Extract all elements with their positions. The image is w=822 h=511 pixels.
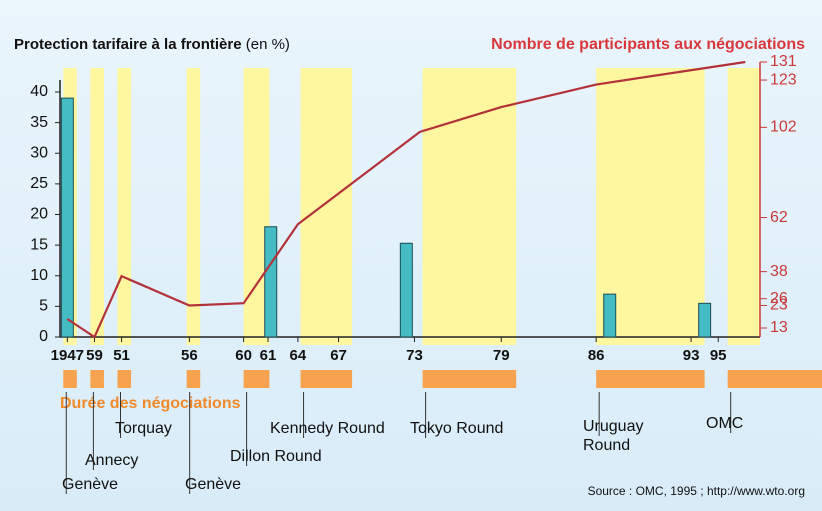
- participants-line: [66, 60, 746, 339]
- y2-axis-title: Nombre de participants aux négociations: [491, 36, 805, 53]
- bar: [698, 302, 712, 338]
- x-tick-label: 1947: [51, 347, 84, 364]
- x-tick-label: 56: [181, 347, 198, 364]
- y2-tick-label: 131: [770, 53, 797, 70]
- duration-bar: [422, 370, 517, 388]
- x-tick-label: 51: [113, 347, 130, 364]
- y-axis-title: Protection tarifaire à la frontière (en …: [14, 36, 290, 53]
- y-axis-unit: (en %): [246, 36, 290, 53]
- round-label: Dillon Round: [230, 448, 322, 465]
- y-tick-label: 30: [30, 144, 48, 161]
- negotiation-band: [186, 68, 201, 345]
- round-label: Genève: [62, 476, 119, 493]
- y2-tick-label: 38: [770, 263, 788, 280]
- y-tick-label: 10: [30, 267, 48, 284]
- y2-tick-label: 62: [770, 209, 788, 226]
- y2-tick-label: 23: [770, 297, 788, 314]
- round-label: Genève: [185, 476, 242, 493]
- bar: [264, 226, 278, 338]
- duration-bar: [63, 370, 77, 388]
- negotiation-band: [300, 68, 353, 345]
- round-label: Uruguay Round: [583, 418, 644, 454]
- y-tick-label: 0: [39, 328, 48, 345]
- y-tick-label: 40: [30, 83, 48, 100]
- duration-bar: [186, 370, 201, 388]
- bar: [399, 242, 413, 338]
- duration-bar: [243, 370, 270, 388]
- duration-bar: [90, 370, 104, 388]
- y-tick-label: 15: [30, 236, 48, 253]
- negotiation-band: [422, 68, 517, 345]
- round-label: Kennedy Round: [270, 420, 385, 437]
- x-tick-label: 59: [86, 347, 103, 364]
- y2-tick-label: 123: [770, 71, 797, 88]
- duration-bar: [117, 370, 132, 388]
- source: Source : OMC, 1995 ; http://www.wto.org: [588, 484, 805, 498]
- bar: [603, 293, 617, 338]
- duration-bar: [300, 370, 353, 388]
- x-tick-label: 93: [683, 347, 700, 364]
- y2-tick-label: 102: [770, 119, 797, 136]
- negotiation-band: [727, 68, 760, 345]
- x-tick-label: 64: [290, 347, 307, 364]
- x-tick-label: 61: [260, 347, 277, 364]
- bar: [60, 97, 74, 338]
- y-tick-label: 25: [30, 175, 48, 192]
- x-tick-label: 73: [406, 347, 423, 364]
- y-axis-title-main: Protection tarifaire à la frontière: [14, 36, 242, 53]
- round-label: Torquay: [115, 420, 172, 437]
- round-label: Annecy: [85, 452, 139, 469]
- x-tick-label: 95: [710, 347, 727, 364]
- y-tick-label: 20: [30, 206, 48, 223]
- round-label: Tokyo Round: [410, 420, 504, 437]
- y2-tick-label: 26: [770, 290, 788, 307]
- y2-tick-label: 13: [770, 319, 788, 336]
- negotiation-band: [90, 68, 104, 345]
- y-tick-label: 5: [39, 298, 48, 315]
- x-tick-label: 60: [235, 347, 252, 364]
- duration-bar: [596, 370, 705, 388]
- y-tick-label: 35: [30, 114, 48, 131]
- x-tick-label: 67: [330, 347, 347, 364]
- negotiation-band: [117, 68, 132, 345]
- duration-bar: [727, 370, 822, 388]
- x-tick-label: 86: [588, 347, 605, 364]
- rounds-legend: Durée des négociations: [60, 395, 241, 412]
- round-label: OMC: [706, 415, 744, 432]
- x-tick-label: 79: [493, 347, 510, 364]
